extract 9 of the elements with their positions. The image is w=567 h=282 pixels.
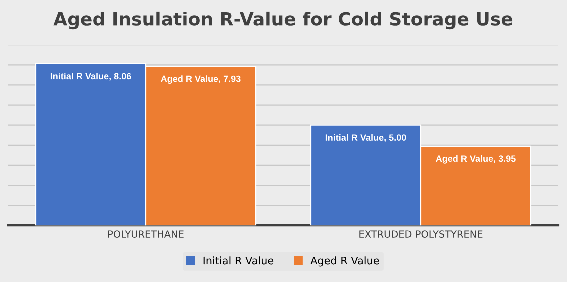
legend-label: Initial R Value xyxy=(204,256,274,265)
data-label: Aged R Value, 7.93 xyxy=(161,76,241,84)
data-label: Aged R Value, 3.95 xyxy=(436,155,516,164)
chart-title: Aged Insulation R-Value for Cold Storage Use xyxy=(54,12,513,30)
x-tick-label: EXTRUDED POLYSTYRENE xyxy=(360,230,483,238)
data-label: Initial R Value, 8.06 xyxy=(50,72,132,81)
data-label: Initial R Value, 5.00 xyxy=(326,134,406,142)
legend-label: Aged R Value xyxy=(310,256,380,267)
x-tick-label: POLYURETHANE xyxy=(108,230,184,238)
